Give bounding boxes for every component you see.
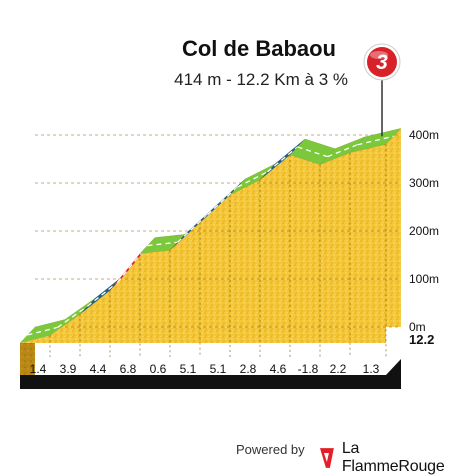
- km-label: 1: [46, 386, 53, 401]
- km-label: 11: [343, 386, 357, 401]
- gradient-label: 1.4: [30, 362, 47, 376]
- flamme-rouge-logo-icon: [319, 448, 334, 468]
- km-label: 8: [256, 386, 263, 401]
- km-label: 10: [313, 386, 327, 401]
- segment-centerline: [237, 171, 268, 188]
- profile-base-front: [20, 375, 401, 389]
- y-tick-label: 400m: [409, 128, 439, 142]
- km-label: 3: [106, 386, 113, 401]
- y-tick-label: 300m: [409, 176, 439, 190]
- powered-by-label: Powered by: [236, 442, 305, 457]
- gradient-label: 5.1: [180, 362, 197, 376]
- gradient-label: 4.6: [270, 362, 287, 376]
- km-label: 2: [76, 386, 83, 401]
- km-label: 6: [196, 386, 203, 401]
- km-label: 4: [136, 386, 144, 401]
- gradient-label: 2.2: [330, 362, 347, 376]
- gradient-label: 4.4: [90, 362, 107, 376]
- category-badge: [367, 47, 397, 77]
- km-label: 5: [166, 386, 173, 401]
- elevation-profile-chart: 0m 100m 200m 300m 400m 1 2 3 4 5 6 7 8 9 10 11 1.4 3.9 4.4…: [19, 43, 440, 401]
- climb-title: Col de Babaou: [181, 36, 336, 61]
- gradient-label: 5.1: [210, 362, 227, 376]
- badge-shine: [370, 51, 388, 59]
- brand-name: La FlammeRouge: [341, 440, 445, 475]
- segment-centerline: [177, 214, 208, 243]
- km-label: 9: [286, 386, 293, 401]
- gradient-label: -1.8: [298, 362, 319, 376]
- segment-centerline: [357, 135, 394, 146]
- category-badge-label: 3: [376, 51, 388, 74]
- gradient-label: 1.3: [363, 362, 380, 376]
- gradient-label: 3.9: [60, 362, 77, 376]
- y-tick-label: 200m: [409, 224, 439, 238]
- segment-centerline: [207, 186, 238, 216]
- segment-centerline: [267, 146, 298, 173]
- gradient-label: 2.8: [240, 362, 257, 376]
- gradient-label: 0.6: [150, 362, 167, 376]
- end-distance-label: 12.2: [409, 332, 434, 347]
- segment-centerline: [57, 305, 88, 328]
- y-tick-label: 100m: [409, 272, 439, 286]
- profile-left-plinth: [20, 343, 35, 381]
- gradient-label: 6.8: [120, 362, 137, 376]
- climb-subtitle: 414 m - 12.2 Km à 3 %: [174, 70, 348, 89]
- segment-centerline: [87, 281, 118, 307]
- y-tick-label: 0m: [409, 320, 426, 334]
- brand[interactable]: La FlammeRouge: [318, 440, 465, 476]
- km-label: 7: [226, 386, 233, 401]
- profile-front-face: [20, 144, 386, 343]
